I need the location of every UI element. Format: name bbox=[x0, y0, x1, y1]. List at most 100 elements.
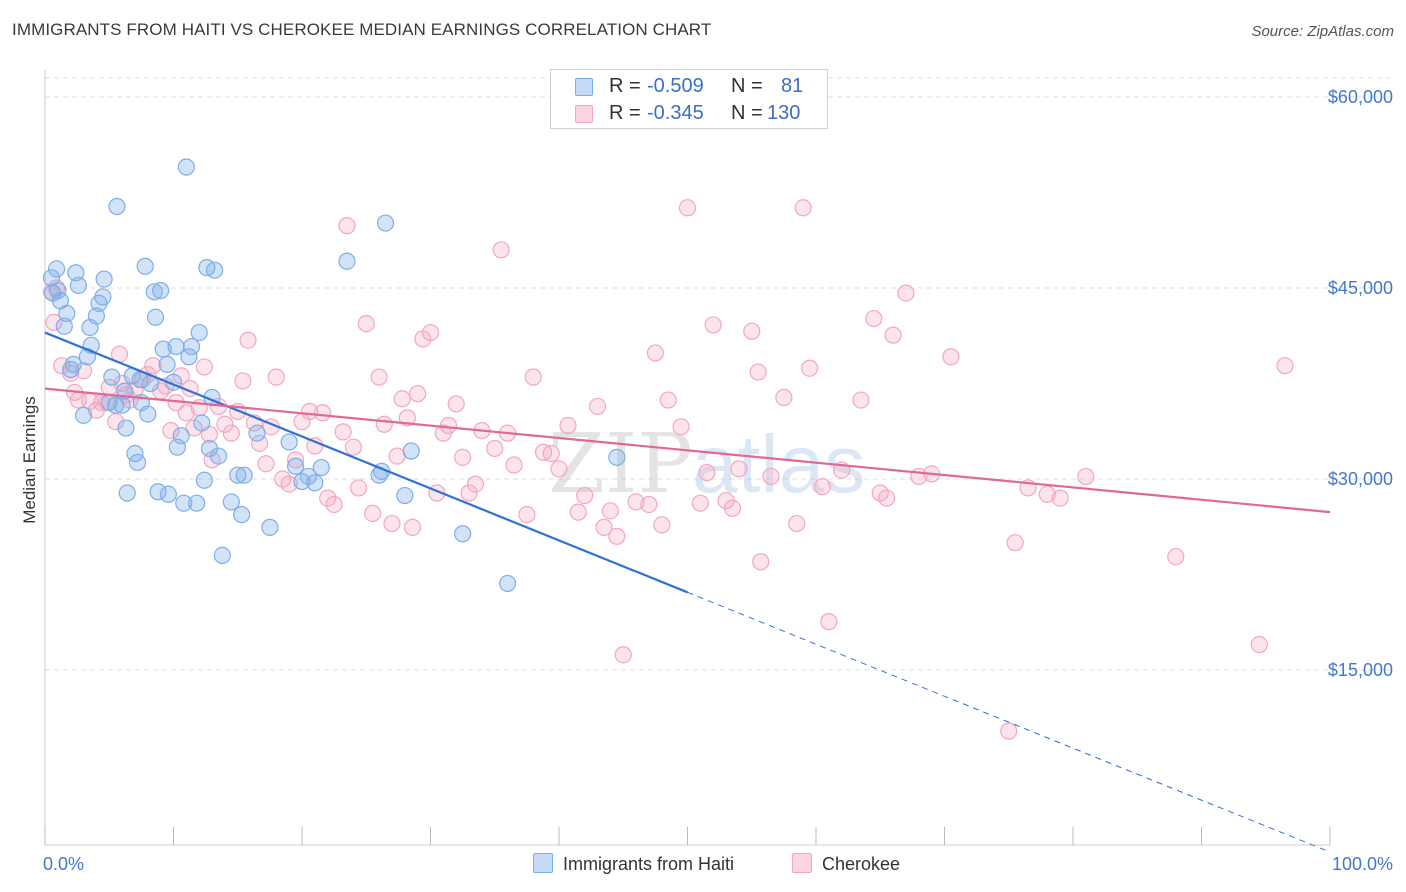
cherokee-point bbox=[559, 416, 577, 435]
x-tick-label: 100.0% bbox=[1332, 854, 1393, 874]
cherokee-point bbox=[393, 390, 411, 408]
cherokee-point bbox=[524, 368, 542, 386]
haiti-point bbox=[190, 323, 208, 342]
cherokee-point bbox=[313, 404, 332, 422]
haiti-point bbox=[499, 574, 517, 593]
cherokee-point bbox=[439, 416, 458, 435]
cherokee-point bbox=[743, 322, 761, 340]
haiti-point bbox=[149, 483, 167, 501]
cherokee-point bbox=[398, 409, 416, 427]
y-tick-label: $15,000 bbox=[1328, 660, 1393, 680]
cherokee-point bbox=[486, 439, 504, 458]
axes bbox=[44, 70, 1331, 846]
haiti-point bbox=[312, 458, 330, 477]
cherokee-point bbox=[775, 388, 793, 407]
bottom-legend-swatch-haiti bbox=[533, 853, 553, 873]
cherokee-point bbox=[1167, 548, 1185, 566]
cherokee-point bbox=[752, 553, 770, 571]
cherokee-point bbox=[234, 372, 252, 390]
cherokee-point bbox=[749, 363, 767, 381]
cherokee-point bbox=[1276, 357, 1294, 375]
cherokee-point bbox=[627, 493, 645, 511]
cherokee-point bbox=[1038, 485, 1056, 503]
cherokee-point bbox=[421, 323, 440, 342]
cherokee-point bbox=[550, 460, 568, 478]
cherokee-point bbox=[897, 284, 915, 302]
haiti-point bbox=[195, 471, 213, 489]
cherokee-point bbox=[325, 495, 343, 514]
cherokee-point bbox=[257, 455, 275, 473]
legend-n-value: 130 bbox=[767, 102, 801, 124]
haiti-point bbox=[94, 288, 112, 306]
cherokee-point bbox=[1051, 489, 1069, 507]
trend-lines bbox=[44, 331, 1331, 853]
cherokee-point bbox=[286, 451, 305, 469]
haiti-point bbox=[608, 448, 626, 466]
cherokee-point bbox=[403, 518, 422, 536]
cherokee-point bbox=[884, 326, 902, 344]
x-tick-labels: 0.0% 100.0% bbox=[43, 854, 1393, 874]
cherokee-point bbox=[659, 391, 677, 409]
cherokee-points bbox=[42, 199, 1294, 740]
haiti-point bbox=[396, 486, 414, 505]
haiti-point bbox=[299, 467, 318, 486]
cherokee-point bbox=[730, 460, 748, 478]
cherokee-point bbox=[691, 494, 709, 512]
cherokee-point bbox=[460, 484, 478, 502]
bottom-legend-swatch-cherokee bbox=[792, 853, 812, 873]
cherokee-point bbox=[878, 489, 896, 507]
cherokee-point bbox=[144, 357, 162, 375]
cherokee-point bbox=[762, 467, 780, 486]
haiti-point bbox=[233, 506, 251, 524]
cherokee-point bbox=[1006, 534, 1024, 552]
haiti-point bbox=[206, 261, 224, 279]
cherokee-point bbox=[505, 456, 523, 474]
cherokee-point bbox=[569, 503, 587, 521]
cherokee-trend-line bbox=[44, 387, 1331, 514]
cherokee-point bbox=[349, 479, 368, 497]
legend-row-cherokee: R = -0.345 N = 130 bbox=[551, 101, 827, 127]
cherokee-point bbox=[454, 448, 472, 466]
cherokee-point bbox=[239, 331, 257, 349]
haiti-point bbox=[128, 453, 147, 472]
source-label: Source: ZipAtlas.com bbox=[1251, 23, 1394, 40]
bottom-legend-cherokee: Cherokee bbox=[792, 853, 900, 875]
cherokee-point bbox=[45, 313, 63, 331]
haiti-point bbox=[108, 197, 126, 216]
cherokee-point bbox=[865, 309, 883, 328]
cherokee-point bbox=[646, 344, 664, 362]
haiti-point bbox=[69, 276, 88, 295]
haiti-trend-line bbox=[44, 331, 688, 594]
cherokee-point bbox=[704, 316, 722, 334]
haiti-point bbox=[222, 493, 240, 511]
haiti-point bbox=[118, 484, 136, 502]
haiti-point bbox=[95, 270, 113, 288]
haiti-point bbox=[338, 252, 356, 270]
cherokee-point bbox=[542, 444, 560, 463]
cherokee-point bbox=[698, 464, 716, 482]
cherokee-point bbox=[250, 434, 269, 452]
haiti-point bbox=[136, 257, 154, 275]
cherokee-point bbox=[653, 516, 671, 534]
cherokee-point bbox=[678, 199, 697, 217]
haiti-point bbox=[158, 355, 176, 373]
legend-n-value: 81 bbox=[781, 75, 804, 97]
x-tick-label: 0.0% bbox=[43, 854, 84, 874]
haiti-point bbox=[107, 396, 125, 414]
y-tick-label: $30,000 bbox=[1328, 469, 1393, 489]
cherokee-point bbox=[1000, 722, 1018, 740]
haiti-point bbox=[103, 368, 121, 386]
haiti-point bbox=[188, 494, 206, 512]
cherokee-point bbox=[364, 504, 382, 522]
y-tick-label: $60,000 bbox=[1328, 87, 1393, 107]
cherokee-point bbox=[195, 358, 213, 376]
cherokee-point bbox=[788, 514, 806, 533]
legend-swatch-haiti bbox=[575, 78, 593, 96]
y-tick-labels: $60,000 $45,000 $30,000 $15,000 bbox=[1328, 87, 1393, 680]
haiti-point bbox=[58, 304, 76, 323]
cherokee-point bbox=[614, 646, 632, 664]
cherokee-point bbox=[344, 438, 362, 456]
legend-r-value: -0.345 bbox=[647, 102, 704, 124]
cherokee-point bbox=[672, 418, 690, 436]
